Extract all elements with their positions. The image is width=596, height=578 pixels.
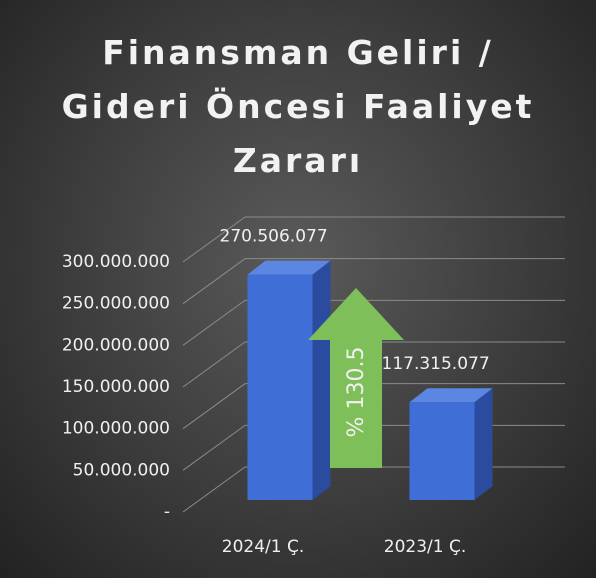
grid: [182, 216, 565, 513]
bar-side: [474, 388, 493, 500]
bar-top: [247, 260, 331, 275]
bar-top: [409, 388, 493, 403]
x-tick-label: 2023/1 Ç.: [384, 537, 467, 557]
y-tick-label: -: [164, 502, 170, 522]
bar: [409, 388, 493, 500]
chart-title: Finansman Geliri / Gideri Öncesi Faaliye…: [61, 33, 535, 180]
value-label: 117.315.077: [382, 354, 490, 374]
y-tick-label: 250.000.000: [62, 294, 170, 314]
grid-line: [182, 299, 565, 346]
annotation: % 130.5: [344, 347, 369, 438]
x-tick-label: 2024/1 Ç.: [222, 537, 305, 557]
y-tick-label: 300.000.000: [62, 252, 170, 272]
bar-front: [409, 402, 475, 500]
grid-line: [182, 216, 565, 263]
bar-side: [312, 260, 331, 500]
bar-front: [247, 274, 313, 500]
y-tick-label: 50.000.000: [73, 460, 170, 480]
grid-line: [182, 466, 565, 513]
arrow-shape: [308, 288, 404, 468]
y-tick-label: 150.000.000: [62, 377, 170, 397]
grid-line: [182, 341, 565, 388]
grid-line: [182, 383, 565, 430]
growth-arrow: % 130.5: [308, 288, 404, 468]
grid-line: [182, 258, 565, 305]
y-tick-label: 100.000.000: [62, 419, 170, 439]
bars: [247, 260, 493, 500]
value-label: 270.506.077: [220, 227, 328, 247]
bar: [247, 260, 331, 500]
y-tick-label: 200.000.000: [62, 335, 170, 355]
